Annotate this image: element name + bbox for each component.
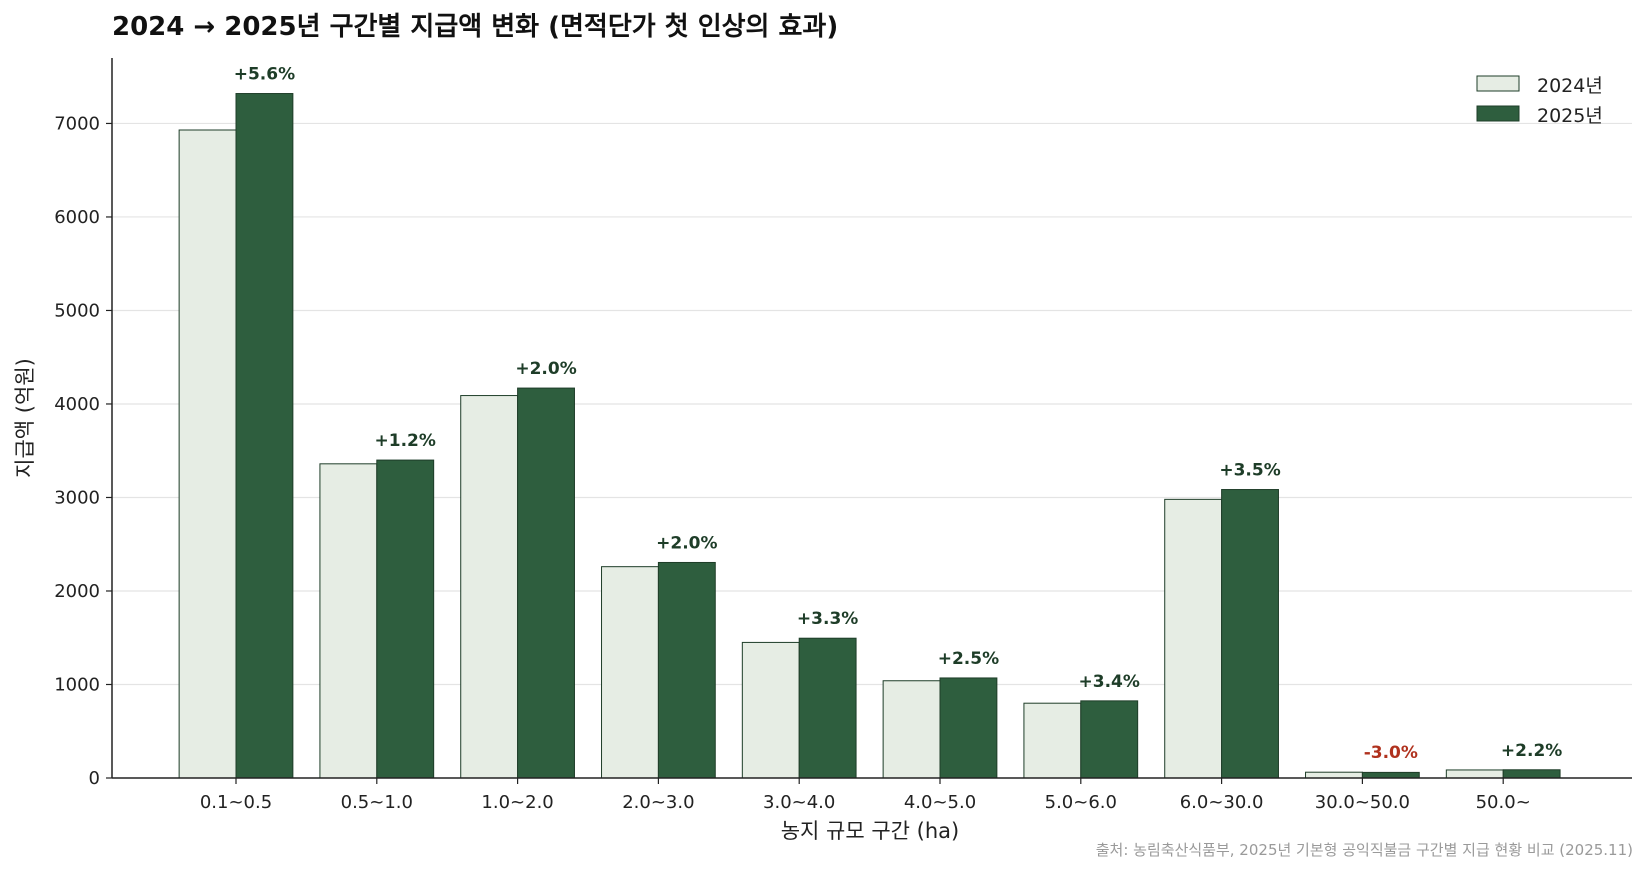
x-tick-label: 6.0~30.0 [1180,792,1264,813]
chart-title: 2024 → 2025년 구간별 지급액 변화 (면적단가 첫 인상의 효과) [112,12,838,42]
change-label: +2.0% [656,533,717,553]
legend: 2024년 2025년 [1476,75,1603,127]
x-tick-label: 4.0~5.0 [904,792,976,813]
change-label: +3.5% [1219,461,1280,481]
y-tick-label: 0 [89,768,100,789]
bar-2025 [939,677,998,779]
legend-swatch-2024 [1476,75,1520,92]
bar-2025 [657,561,716,779]
bar-2024 [1023,702,1082,779]
change-label: +2.0% [515,359,576,379]
bars [178,93,1561,779]
x-tick-label: 0.5~1.0 [341,792,413,813]
bar-2024 [319,463,378,779]
change-label: +2.2% [1501,741,1562,761]
bar-2024 [1164,498,1223,779]
bar-2025 [235,93,294,779]
y-tick-label: 1000 [54,674,100,695]
legend-label-2024: 2024년 [1537,75,1603,97]
bar-2024 [882,680,941,779]
x-axis-ticks: 0.1~0.5 0.5~1.0 1.0~2.0 2.0~3.0 3.0~4.0 4.0~5… [200,778,1531,813]
bar-2024 [460,395,519,779]
source-note: 출처: 농림축산식품부, 2025년 기본형 공익직불금 구간별 지급 현황 비… [1096,841,1633,859]
x-tick-label: 30.0~50.0 [1315,792,1410,813]
x-tick-label: 5.0~6.0 [1045,792,1117,813]
x-axis-label: 농지 규모 구간 (ha) [781,819,960,843]
x-tick-label: 0.1~0.5 [200,792,272,813]
bar-2025 [1502,769,1561,779]
axes [111,58,1632,779]
x-tick-label: 3.0~4.0 [763,792,835,813]
bar-2024 [1305,771,1363,779]
x-tick-label: 1.0~2.0 [481,792,553,813]
x-tick-label: 50.0~ [1476,792,1531,813]
x-tick-label: 2.0~3.0 [622,792,694,813]
change-labels: +5.6% +1.2% +2.0% +2.0% +3.3% +2.5% +3.4% +3.5%… [234,65,1563,764]
bar-2024 [1445,769,1504,779]
y-tick-label: 3000 [54,487,100,508]
bar-2025 [1221,489,1279,779]
bar-2024 [741,641,800,779]
legend-swatch-2025 [1476,105,1520,122]
change-label: +5.6% [234,65,295,85]
bar-2024 [178,129,237,779]
bar-2024 [601,566,659,779]
bar-2025 [376,459,435,779]
bar-2025 [1080,700,1139,779]
change-label: -3.0% [1364,743,1418,763]
change-label: +3.4% [1079,672,1140,692]
y-tick-label: 2000 [54,581,100,602]
y-axis-label: 지급액 (억원) [13,358,37,478]
legend-label-2025: 2025년 [1537,105,1603,127]
y-tick-label: 6000 [54,207,100,228]
change-label: +3.3% [797,609,858,629]
y-tick-label: 5000 [54,300,100,321]
change-label: +2.5% [938,649,999,669]
change-label: +1.2% [375,431,436,451]
y-axis-ticks: 0 1000 2000 3000 4000 5000 6000 7000 [54,113,112,789]
bar-2025 [798,637,857,779]
y-tick-label: 7000 [54,113,100,134]
bar-2025 [1361,771,1420,779]
y-tick-label: 4000 [54,394,100,415]
bar-2025 [517,387,575,779]
